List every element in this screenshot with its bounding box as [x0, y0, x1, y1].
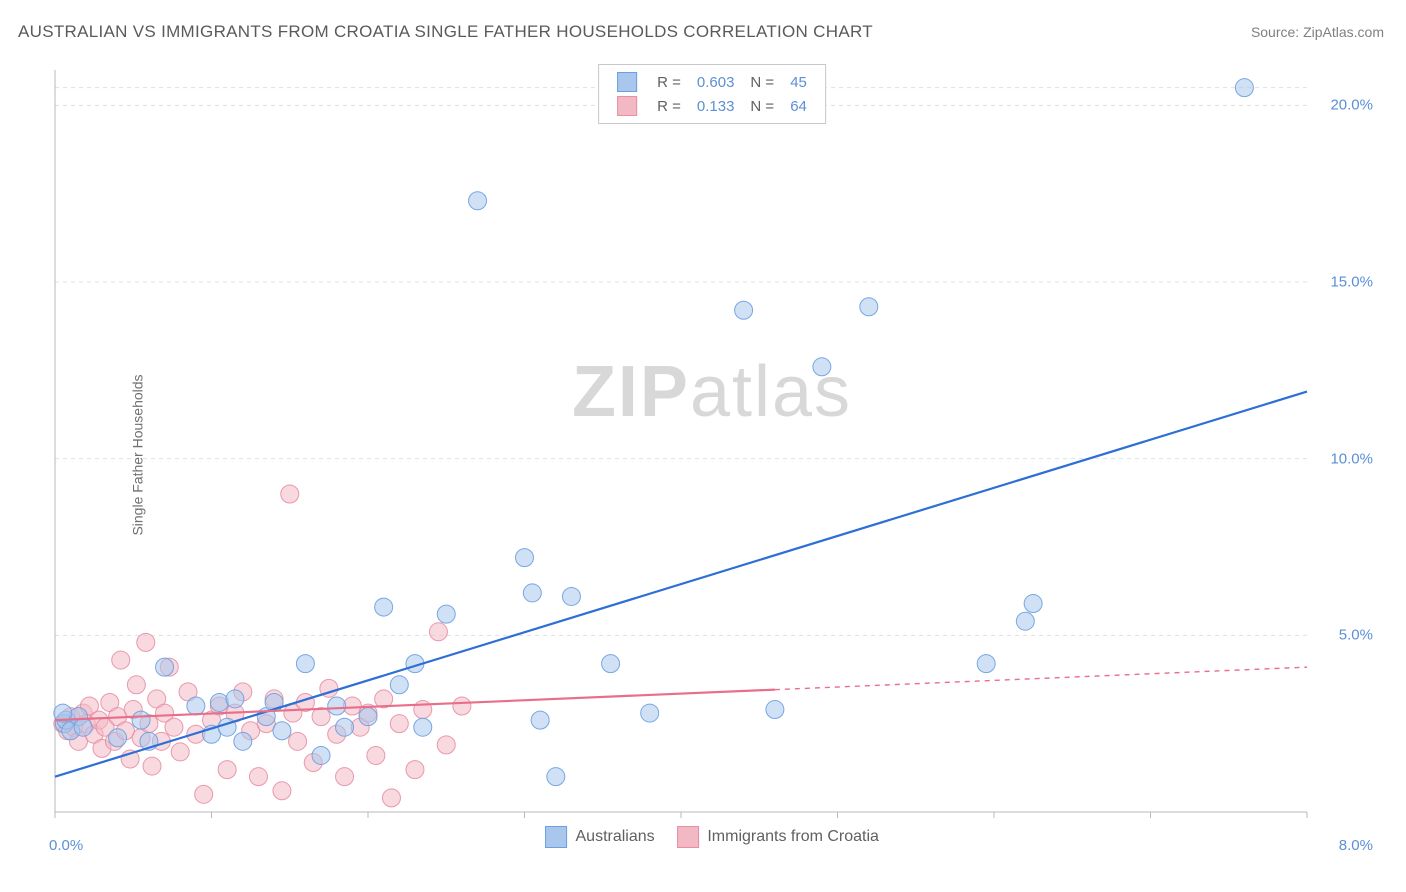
correlation-legend: R = 0.603 N = 45 R = 0.133 N = 64: [598, 64, 826, 124]
legend-r-label: R =: [649, 70, 689, 94]
legend-n-value-0: 45: [782, 70, 815, 94]
plot-area: Single Father Households ZIPatlas R = 0.…: [47, 60, 1377, 850]
scatter-chart: [47, 60, 1377, 850]
legend-row-croatia: R = 0.133 N = 64: [609, 94, 815, 118]
swatch-australians: [617, 72, 637, 92]
legend-n-label: N =: [742, 70, 782, 94]
swatch-bottom-0: [545, 826, 567, 848]
swatch-croatia: [617, 96, 637, 116]
legend-n-label: N =: [742, 94, 782, 118]
x-tick-max: 8.0%: [1339, 837, 1373, 854]
legend-r-label: R =: [649, 94, 689, 118]
legend-label-1: Immigrants from Croatia: [707, 828, 879, 845]
legend-n-value-1: 64: [782, 94, 815, 118]
source-label: Source: ZipAtlas.com: [1251, 24, 1384, 40]
y-tick-label: 20.0%: [1330, 97, 1373, 114]
legend-r-value-0: 0.603: [689, 70, 743, 94]
legend-r-value-1: 0.133: [689, 94, 743, 118]
series-legend: Australians Immigrants from Croatia: [545, 826, 879, 848]
swatch-bottom-1: [677, 826, 699, 848]
legend-row-australians: R = 0.603 N = 45: [609, 70, 815, 94]
legend-label-0: Australians: [576, 828, 655, 845]
x-tick-min: 0.0%: [49, 837, 83, 854]
y-tick-label: 15.0%: [1330, 274, 1373, 291]
y-axis-label: Single Father Households: [130, 374, 146, 535]
chart-title: AUSTRALIAN VS IMMIGRANTS FROM CROATIA SI…: [18, 22, 873, 42]
y-tick-label: 10.0%: [1330, 450, 1373, 467]
y-tick-label: 5.0%: [1339, 627, 1373, 644]
